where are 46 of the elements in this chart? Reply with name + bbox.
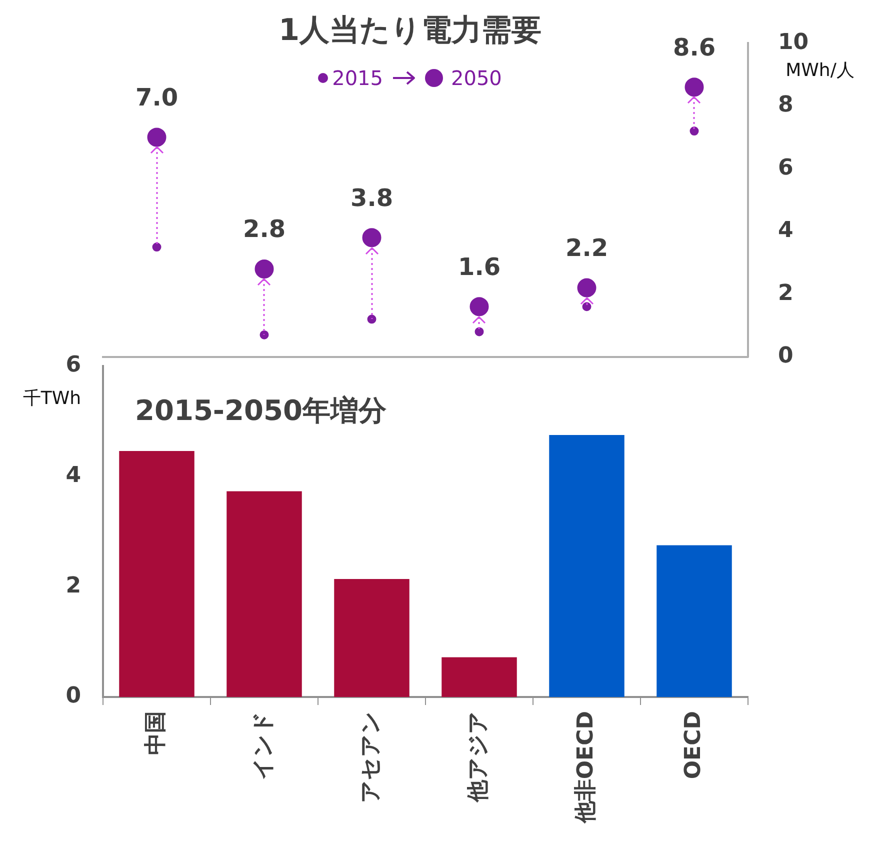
- data-label: 3.8: [350, 184, 394, 212]
- point: [362, 228, 382, 248]
- y-axis-title: MWh/人: [784, 59, 856, 82]
- x-tick-label: 中国: [143, 711, 168, 755]
- bar: [119, 450, 194, 697]
- point: [260, 330, 269, 340]
- y-tick-label: 8: [778, 92, 794, 118]
- bar: [656, 545, 732, 697]
- point: [470, 297, 489, 316]
- y-tick-label: 6: [66, 352, 81, 378]
- bar: [442, 657, 517, 697]
- bar: [549, 434, 624, 697]
- bar: [334, 578, 410, 697]
- legend-label: 2050: [451, 66, 502, 90]
- point: [690, 126, 699, 136]
- x-tick-label: OECD: [680, 711, 706, 780]
- point: [254, 259, 274, 278]
- legend-label: 2015: [332, 66, 383, 90]
- point: [582, 302, 592, 312]
- point: [577, 278, 596, 298]
- y-axis-title: 千TWh: [22, 387, 82, 410]
- x-tick-label: 他アジア: [466, 711, 491, 803]
- chart-title: 1人当たり電力需要: [278, 12, 542, 50]
- point: [684, 78, 704, 97]
- y-tick-label: 4: [66, 463, 81, 488]
- data-label: 2.8: [242, 215, 286, 244]
- data-label: 2.2: [565, 234, 608, 262]
- point: [474, 327, 484, 336]
- y-tick-label: 4: [778, 218, 794, 244]
- y-tick-label: 10: [778, 30, 809, 55]
- y-tick-label: 2: [778, 280, 794, 306]
- data-label: 1.6: [458, 252, 501, 281]
- x-tick-label: アセアン: [358, 711, 384, 803]
- point: [147, 128, 166, 147]
- text: 2015-2050年増分: [135, 393, 386, 429]
- data-label: 7.0: [135, 84, 178, 112]
- data-label: 8.6: [672, 33, 716, 62]
- point: [152, 242, 162, 252]
- y-tick-label: 2: [66, 573, 81, 598]
- y-tick-label: 0: [778, 344, 794, 369]
- x-tick-label: 他非OECD: [573, 711, 598, 824]
- x-tick-label: インド: [250, 711, 276, 780]
- bar: [226, 491, 302, 697]
- y-tick-label: 0: [66, 684, 81, 709]
- point: [367, 314, 376, 324]
- y-tick-label: 6: [778, 155, 794, 180]
